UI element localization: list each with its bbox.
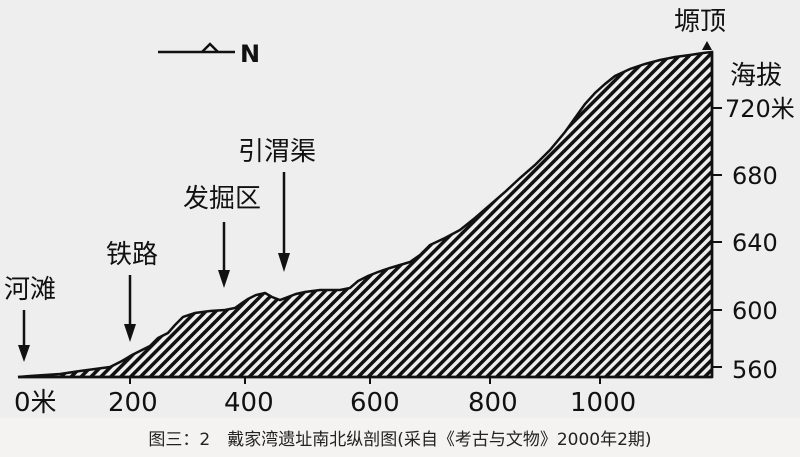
elevation-title: 海拔: [730, 61, 782, 91]
figure-caption: 图三：2 戴家湾遗址南北纵剖图(采自《考古与文物》2000年2期): [0, 424, 800, 457]
elevation-tick-600: 600: [732, 297, 778, 325]
cross-section-figure: N 河滩 铁路 发掘区 引渭渠 塬顶 海拔 720米 680 640 600 5…: [4, 7, 795, 418]
terrain-profile: [17, 50, 714, 379]
summit-marker-icon: [702, 41, 712, 50]
elevation-tick-640: 640: [732, 229, 778, 257]
excavation-area-label: 发掘区: [183, 184, 261, 214]
annotation-arrows: [22, 172, 286, 350]
distance-tick-0: 0米: [14, 388, 57, 418]
river-beach-label: 河滩: [4, 275, 56, 305]
distance-tick-800: 800: [468, 388, 518, 418]
elevation-tick-680: 680: [732, 162, 778, 190]
distance-ticks: [129, 377, 601, 384]
summit-label: 塬顶: [674, 7, 726, 37]
distance-tick-200: 200: [108, 388, 158, 418]
north-arrow-icon: [158, 42, 235, 54]
distance-tick-400: 400: [224, 388, 274, 418]
railway-label: 铁路: [106, 240, 158, 270]
elevation-ticks: [712, 107, 722, 368]
north-label: N: [240, 40, 260, 68]
distance-tick-600: 600: [350, 388, 400, 418]
canal-label: 引渭渠: [238, 137, 316, 167]
distance-tick-1000: 1000: [570, 388, 636, 418]
elevation-tick-560: 560: [732, 356, 778, 384]
elevation-tick-720: 720米: [725, 95, 795, 123]
annotation-arrowheads: [18, 253, 290, 362]
